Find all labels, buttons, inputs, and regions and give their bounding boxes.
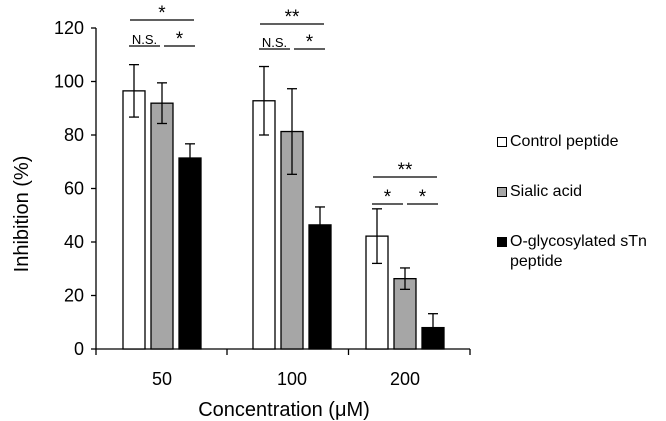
legend-item-control-peptide: Control peptide (497, 132, 619, 152)
y-tick-label-0: 0 (74, 339, 84, 359)
bar-o-glycosylated-stn-peptide-100 (308, 224, 332, 350)
y-tick-label-120: 120 (54, 18, 84, 38)
sig-label-200-7: * (384, 187, 392, 208)
bar-o-glycosylated-stn-peptide-50 (178, 157, 202, 350)
x-tick-label-100: 100 (277, 369, 307, 389)
legend-item-o-glycosylated-stn-peptide: O-glycosylated sTn peptide (497, 232, 647, 272)
sig-label-50-1: N.S. (132, 32, 157, 47)
legend-label-o-glycosylated-stn-peptide: O-glycosylated sTn peptide (510, 233, 647, 270)
error-bars (129, 63, 438, 343)
sig-label-200-6: ** (398, 160, 413, 181)
y-tick-label-60: 60 (64, 179, 84, 199)
x-tick-label-200: 200 (390, 369, 420, 389)
y-tick-label-40: 40 (64, 232, 84, 252)
x-tick-label-50: 50 (152, 369, 172, 389)
legend-swatch-o-glycosylated-stn-peptide (497, 237, 507, 247)
legend-swatch-control-peptide (497, 137, 507, 147)
bar-control-peptide-50 (122, 90, 146, 350)
bar-sialic-acid-50 (150, 102, 174, 350)
sig-label-100-5: * (306, 32, 314, 53)
y-tick-label-20: 20 (64, 286, 84, 306)
axes: 0 20 40 60 80 100 120 50 100 200 (54, 18, 471, 389)
sig-label-100-3: ** (285, 7, 300, 28)
legend-item-sialic-acid: Sialic acid (497, 182, 582, 202)
y-axis-title: Inhibition (%) (11, 156, 33, 273)
y-tick-label-100: 100 (54, 72, 84, 92)
significance-annotations: *N.S. ***N.S. **** * (129, 3, 438, 208)
x-axis-title: Concentration (μM) (198, 399, 370, 421)
y-tick-label-80: 80 (64, 125, 84, 145)
sig-label-50-0: * (158, 3, 166, 24)
sig-label-200-8: * (419, 187, 427, 208)
sig-label-50-2: * (176, 29, 184, 50)
legend-swatch-sialic-acid (497, 187, 507, 197)
sig-label-100-4: N.S. (262, 35, 287, 50)
bar-control-peptide-100 (252, 100, 276, 350)
legend-label-sialic-acid: Sialic acid (510, 183, 583, 200)
bars (122, 90, 445, 350)
legend-label-control-peptide: Control peptide (510, 133, 619, 150)
